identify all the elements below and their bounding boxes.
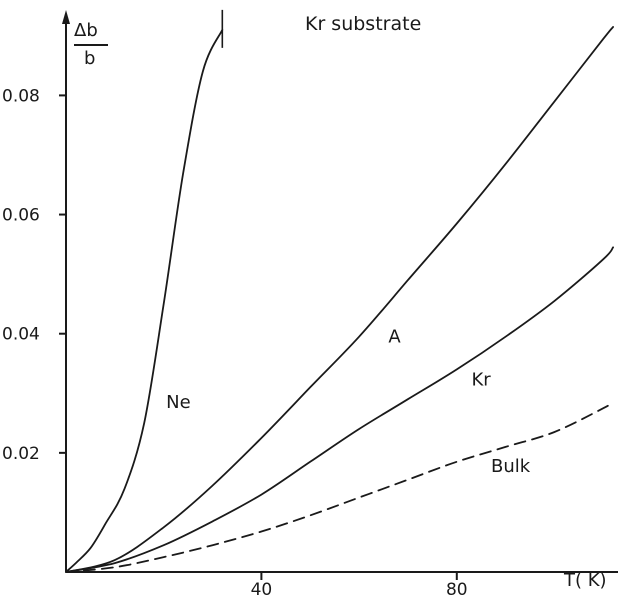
- series-line-kr: [65, 246, 614, 573]
- chart-title: Kr substrate: [305, 13, 421, 35]
- y-axis-arrow: [62, 10, 70, 24]
- labels: Δb b T( K) Kr substrate: [74, 13, 607, 591]
- series: Ne A Kr Bulk: [65, 9, 614, 573]
- series-label-kr: Kr: [471, 370, 491, 391]
- x-tick-label: 40: [251, 580, 273, 596]
- ticks: 0.02 0.04 0.06 0.08 40 80: [2, 86, 468, 596]
- series-line-a: [65, 26, 614, 573]
- x-axis-label: T( K): [563, 570, 607, 591]
- y-tick-label: 0.06: [2, 206, 40, 226]
- y-axis-label-denominator: b: [84, 48, 95, 69]
- y-tick-label: 0.08: [2, 86, 40, 106]
- series-label-bulk: Bulk: [491, 456, 531, 477]
- series-line-bulk: [65, 401, 614, 573]
- axes: [62, 10, 618, 573]
- y-axis-label-numerator: Δb: [74, 20, 98, 41]
- x-tick-label: 80: [446, 580, 468, 596]
- series-line-ne: [65, 29, 224, 573]
- y-tick-label: 0.04: [2, 325, 40, 345]
- series-label-ne: Ne: [166, 392, 191, 413]
- y-tick-label: 0.02: [2, 444, 40, 464]
- series-label-a: A: [388, 327, 401, 348]
